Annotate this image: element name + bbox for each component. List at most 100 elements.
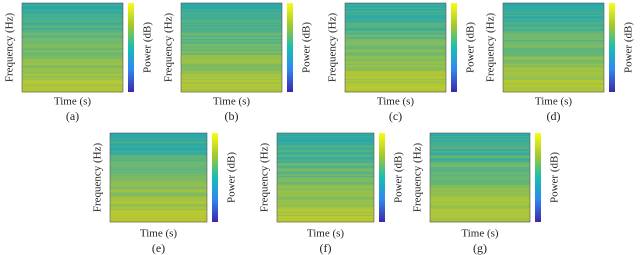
spectrogram-stripe	[345, 34, 446, 36]
spectrogram-stripe	[345, 48, 446, 51]
spectrogram-stripe	[503, 40, 604, 42]
colorbar-label: Power (dB)	[226, 152, 238, 203]
spectrogram-stripe	[181, 83, 282, 85]
spectrogram-stripe	[181, 29, 282, 32]
spectrogram-stripe	[430, 211, 530, 214]
panel-label: (a)	[66, 109, 79, 123]
x-axis-label: Time (s)	[213, 96, 251, 108]
colorbar	[212, 133, 218, 222]
spectrogram-stripe	[345, 78, 446, 81]
panel: Frequency (Hz) Power (dB) Time (s)(b)	[163, 2, 313, 123]
plot-frame	[276, 132, 375, 223]
spectrogram-stripe	[503, 13, 604, 16]
spectrogram-stripe	[345, 84, 446, 87]
spectrogram-stripe	[110, 217, 207, 220]
spectrogram-stripe	[503, 28, 604, 30]
spectrogram-stripe	[181, 26, 282, 29]
spectrogram-stripe	[22, 57, 123, 60]
spectrogram-stripe	[181, 75, 282, 78]
spectrogram-stripe	[277, 140, 374, 143]
colorbar-label: Power (dB)	[549, 152, 561, 203]
spectrogram-stripe	[181, 57, 282, 60]
spectrogram-stripe	[503, 62, 604, 65]
spectrogram-stripe	[277, 174, 374, 177]
spectrogram-stripe	[503, 90, 604, 93]
spectrogram-stripe	[345, 29, 446, 32]
spectrogram-stripe	[22, 53, 123, 56]
spectrogram-stripe	[22, 84, 123, 87]
spectrogram-stripe	[345, 83, 446, 85]
spectrogram-stripe	[181, 5, 282, 8]
spectrogram-stripe	[181, 63, 282, 66]
spectrogram-stripe	[345, 75, 446, 78]
spectrogram-stripe	[503, 66, 604, 69]
spectrogram-stripe	[110, 190, 207, 193]
spectrogram-stripe	[430, 192, 530, 195]
spectrogram-stripe	[277, 176, 374, 178]
spectrogram-stripe	[345, 60, 446, 63]
spectrogram-stripe	[503, 51, 604, 54]
spectrogram-stripe	[503, 4, 604, 7]
spectrogram-stripe	[430, 168, 530, 171]
spectrogram-stripe	[181, 66, 282, 69]
spectrogram-stripe	[430, 162, 530, 165]
spectrogram-stripe	[181, 7, 282, 10]
spectrogram-stripe	[345, 32, 446, 35]
spectrogram-stripe	[503, 41, 604, 44]
spectrogram-stripe	[345, 22, 446, 25]
spectrogram-stripe	[181, 35, 282, 38]
spectrogram-stripe	[345, 26, 446, 29]
spectrogram-stripe	[181, 86, 282, 88]
colorbar-label: Power (dB)	[465, 22, 477, 73]
y-axis-label: Frequency (Hz)	[327, 13, 339, 83]
spectrogram-stripe	[277, 205, 374, 208]
spectrogram-stripe	[503, 5, 604, 8]
spectrogram-stripe	[22, 16, 123, 19]
spectrogram-stripe	[503, 22, 604, 25]
spectrogram-stripe	[110, 161, 207, 163]
spectrogram-stripe	[345, 10, 446, 13]
spectrogram-stripe	[110, 167, 207, 169]
spectrogram-stripe	[22, 37, 123, 39]
spectrogram-stripe	[503, 57, 604, 60]
spectrogram-stripe	[430, 135, 530, 138]
panel-label: (b)	[225, 109, 239, 123]
spectrogram-stripe	[181, 51, 282, 54]
spectrogram-stripe	[110, 189, 207, 192]
spectrogram-stripe	[345, 65, 446, 68]
spectrogram-stripe	[181, 74, 282, 76]
spectrogram-stripe	[110, 153, 207, 156]
spectrogram-stripe	[503, 23, 604, 26]
spectrogram-stripe	[22, 28, 123, 30]
spectrogram-stripe	[110, 210, 207, 212]
spectrogram-stripe	[503, 75, 604, 78]
spectrogram-stripe	[181, 19, 282, 22]
spectrogram-stripe	[345, 53, 446, 56]
x-axis-label: Time (s)	[535, 96, 573, 108]
spectrogram-stripe	[110, 162, 207, 165]
spectrogram-stripe	[503, 50, 604, 53]
spectrogram-stripe	[345, 37, 446, 39]
spectrogram-stripe	[110, 183, 207, 186]
spectrogram-stripe	[430, 210, 530, 212]
spectrogram-stripe	[181, 40, 282, 42]
spectrogram-stripe	[277, 164, 374, 166]
spectrogram-stripe	[430, 143, 530, 146]
spectrogram-stripe	[503, 63, 604, 66]
spectrogram-stripe	[22, 63, 123, 66]
spectrogram-stripe	[503, 38, 604, 41]
spectrogram-stripe	[277, 193, 374, 196]
spectrogram-stripe	[22, 13, 123, 16]
spectrogram-stripe	[22, 87, 123, 90]
spectrogram-stripe	[22, 50, 123, 53]
spectrogram-stripe	[181, 17, 282, 20]
colorbar	[287, 3, 293, 92]
spectrogram-stripe	[22, 47, 123, 50]
spectrogram-stripe	[110, 143, 207, 146]
panel: Frequency (Hz) Power (dB) Time (s)(a)	[4, 2, 154, 123]
spectrogram-stripe	[277, 150, 374, 153]
spectrogram-stripe	[345, 57, 446, 60]
spectrogram-stripe	[181, 20, 282, 23]
spectrogram-stripe	[181, 60, 282, 63]
spectrogram-stripe	[110, 205, 207, 208]
